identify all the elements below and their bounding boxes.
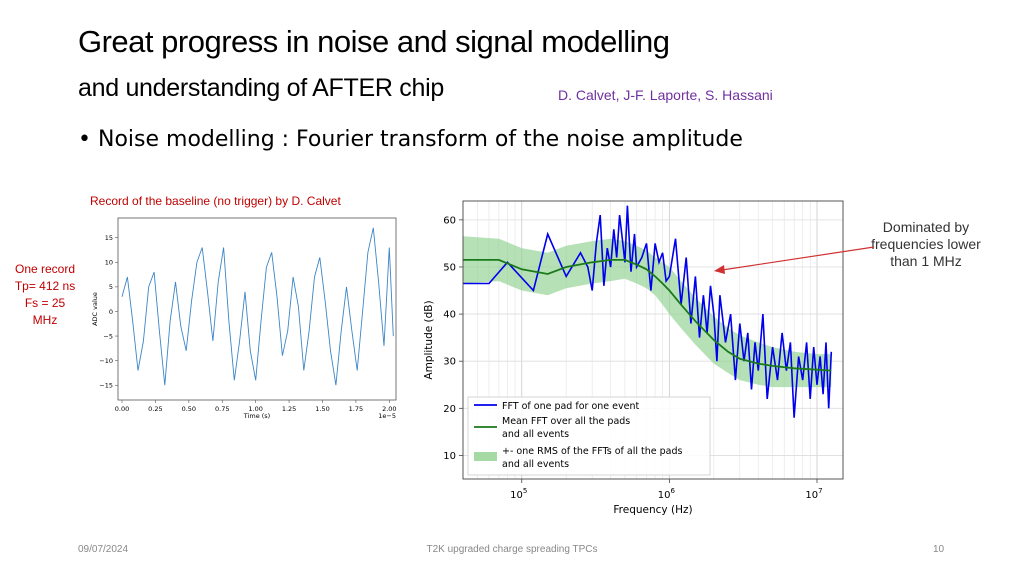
baseline-adc-chart: 0.00 0.25 0.50 0.75 1.00 1.25 1.50 1.75 2.00 15 10…	[91, 217, 397, 420]
legend-mean-label-2: and all events	[502, 429, 569, 440]
adc-x-tick-label: 1.00	[248, 405, 262, 413]
adc-y-tick-label: 0	[109, 308, 113, 316]
adc-series-line	[121, 227, 394, 386]
legend-rms-label: +- one RMS of the FFTs of all the pads	[502, 446, 682, 457]
adc-plot-frame	[117, 217, 397, 401]
fft-x-tick-base: 10	[658, 490, 671, 501]
bullet-text: Noise modelling : Fourier transform of t…	[98, 127, 743, 152]
adc-x-tick-label: 2.00	[382, 405, 396, 413]
adc-y-axis-label: ADC value	[91, 292, 99, 326]
footer-date: 09/07/2024	[78, 544, 129, 555]
fft-x-tick-exponent: 7	[818, 487, 822, 495]
baseline-caption: Record of the baseline (no trigger) by D…	[90, 194, 341, 208]
adc-y-tick-label: 15	[105, 234, 113, 242]
fft-x-tick-base: 10	[805, 490, 818, 501]
fft-y-axis-label: Amplitude (dB)	[423, 300, 435, 379]
slide-subtitle: and understanding of AFTER chip	[78, 74, 444, 102]
adc-x-tick-label: 1.75	[349, 405, 363, 413]
dominated-note-line1: Dominated by	[882, 219, 970, 235]
authors-credit: D. Calvet, J-F. Laporte, S. Hassani	[558, 87, 773, 103]
dominated-note-line3: than 1 MHz	[890, 253, 962, 269]
rms-band-area	[463, 236, 832, 388]
adc-x-offset-label: 1e−5	[378, 412, 396, 420]
adc-y-tick-label: 10	[105, 259, 113, 267]
fft-y-tick-label: 10	[443, 451, 456, 462]
adc-y-tick-label: −10	[99, 357, 113, 365]
fft-x-axis-label: Frequency (Hz)	[613, 504, 692, 516]
record-note-line3: Fs = 25	[24, 296, 66, 310]
adc-x-tick-label: 0.00	[115, 405, 129, 413]
adc-y-tick-label: 5	[109, 283, 113, 291]
record-note: One record Tp= 412 ns Fs = 25 MHz	[8, 261, 82, 329]
legend-rms-swatch	[474, 452, 497, 461]
fft-x-tick-label: 107	[805, 487, 822, 501]
adc-x-tick-label: 0.25	[148, 405, 162, 413]
record-note-line4: MHz	[32, 313, 58, 327]
fft-x-tick-exponent: 6	[671, 487, 676, 495]
fft-plot-frame	[462, 200, 844, 480]
legend-box	[467, 396, 711, 476]
footer-center: T2K upgraded charge spreading TPCs	[426, 544, 598, 555]
legend-rms-label-2: and all events	[502, 459, 569, 470]
adc-x-tick-label: 0.50	[182, 405, 196, 413]
fft-x-tick-label: 105	[510, 487, 527, 501]
slide-title: Great progress in noise and signal model…	[78, 24, 670, 59]
fft-y-tick-label: 30	[443, 357, 456, 368]
adc-x-tick-label: 1.50	[315, 405, 329, 413]
record-note-line2: Tp= 412 ns	[14, 279, 76, 293]
legend-fft-label: FFT of one pad for one event	[502, 401, 639, 412]
adc-x-tick-label: 1.25	[282, 405, 296, 413]
adc-x-axis-label: Time (s)	[243, 412, 270, 420]
fft-x-tick-label: 106	[658, 487, 676, 501]
fft-y-tick-label: 60	[443, 215, 456, 226]
dominated-note: Dominated by frequencies lower than 1 MH…	[852, 219, 1000, 270]
fft-y-tick-label: 20	[443, 404, 456, 415]
bullet-icon: •	[78, 127, 91, 152]
legend-mean-label: Mean FFT over all the pads	[502, 416, 630, 427]
bullet-point: • Noise modelling : Fourier transform of …	[78, 127, 743, 152]
dominated-note-line2: frequencies lower	[871, 236, 981, 252]
fft-x-tick-base: 10	[510, 490, 523, 501]
footer-page-number: 10	[933, 544, 945, 555]
adc-x-tick-label: 0.75	[215, 405, 229, 413]
annotation-arrow-icon	[714, 246, 875, 274]
mean-fft-line	[463, 259, 832, 372]
fft-legend: FFT of one pad for one event Mean FFT ov…	[467, 396, 711, 476]
record-note-line1: One record	[14, 262, 76, 276]
fft-y-tick-label: 40	[443, 310, 456, 321]
fft-y-tick-label: 50	[443, 262, 456, 273]
fft-x-tick-exponent: 5	[523, 487, 527, 495]
adc-y-tick-label: −5	[103, 332, 113, 340]
adc-y-tick-label: −15	[99, 382, 113, 390]
